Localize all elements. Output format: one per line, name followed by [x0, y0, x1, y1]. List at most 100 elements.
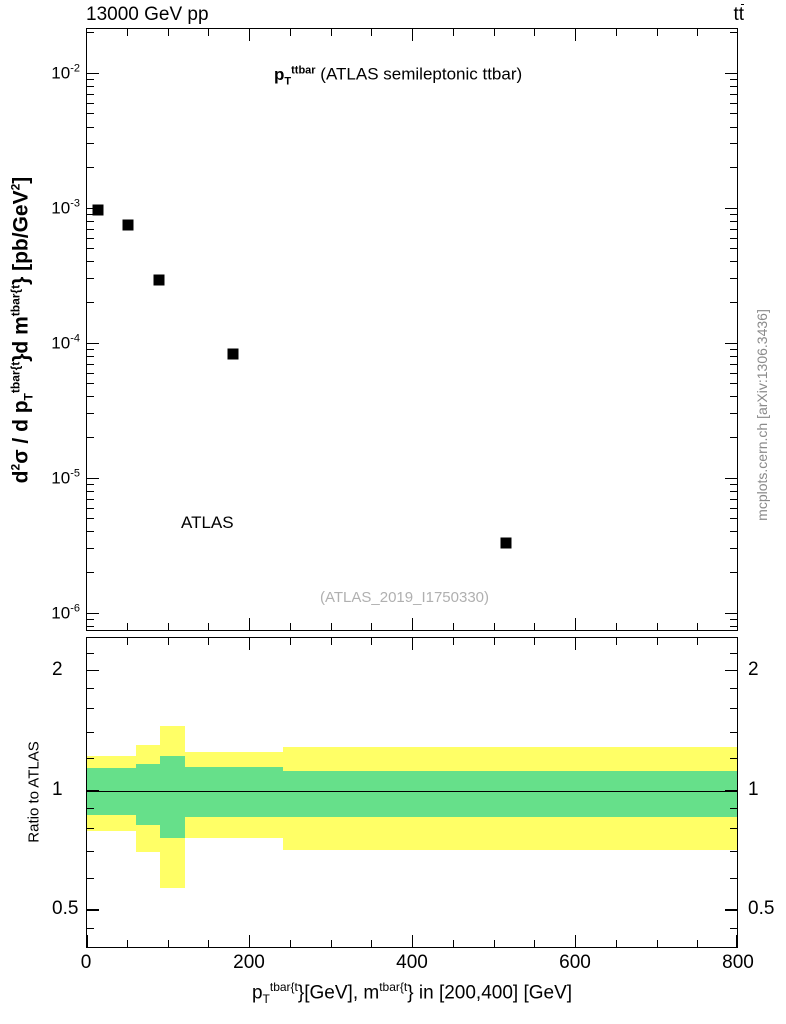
y-tick-minor-right: [730, 483, 737, 485]
y-tick-minor-right: [730, 237, 737, 239]
ratio-x-tick-bottom: [167, 940, 169, 947]
ratio-y-tick-minor-right: [730, 877, 737, 879]
y-tick-minor: [87, 79, 94, 81]
ratio-y-axis-title: Ratio to ATLAS: [25, 741, 43, 843]
y-tick-label: 10-4: [51, 332, 80, 353]
ratio-x-tick-top: [330, 638, 332, 645]
ratio-x-tick-top: [656, 638, 658, 645]
x-tick-top: [167, 29, 169, 36]
y-tick-major: [87, 72, 99, 75]
ratio-x-tick-bottom: [452, 940, 454, 947]
ratio-x-tick-bottom: [208, 940, 210, 947]
ratio-y-tick-minor: [87, 877, 94, 879]
x-tick-top: [249, 29, 251, 41]
ratio-y-tick-minor: [87, 758, 94, 760]
data-marker: [153, 274, 165, 286]
y-tick-minor-right: [730, 102, 737, 104]
y-tick-minor: [87, 167, 94, 169]
ratio-x-tick-top: [167, 638, 169, 645]
y-tick-minor: [87, 363, 94, 365]
x-tick-bottom: [575, 618, 577, 630]
x-tick-top: [697, 29, 699, 36]
y-tick-minor: [87, 625, 94, 627]
data-marker: [500, 537, 512, 549]
data-marker: [92, 204, 104, 216]
y-tick-minor-right: [730, 498, 737, 500]
y-tick-minor: [87, 498, 94, 500]
y-tick-minor-right: [730, 396, 737, 398]
ratio-x-tick-bottom: [412, 935, 414, 947]
y-tick-minor-right: [730, 348, 737, 350]
y-tick-minor-right: [730, 548, 737, 550]
y-tick-label: 10-3: [51, 197, 80, 218]
y-tick-minor: [87, 507, 94, 509]
y-tick-minor: [87, 85, 94, 87]
ratio-y-tick-minor-right: [730, 688, 737, 690]
ratio-y-tick-minor-right: [730, 708, 737, 710]
ratio-x-tick-top: [615, 638, 617, 645]
ratio-x-tick-top: [126, 638, 128, 645]
y-tick-minor-right: [730, 518, 737, 520]
legend-atlas-label: ATLAS: [181, 513, 234, 532]
y-tick-minor: [87, 396, 94, 398]
x-tick-bottom: [493, 623, 495, 630]
ratio-x-tick-top: [697, 638, 699, 645]
ratio-y-tick-label: 2: [52, 658, 63, 680]
x-tick-bottom: [452, 623, 454, 630]
y-tick-minor-right: [730, 618, 737, 620]
y-tick-major: [87, 477, 99, 480]
ratio-y-tick-right: [725, 789, 737, 792]
ratio-x-tick-bottom: [534, 940, 536, 947]
x-axis-title: pTtbar{t}[GeV], mtbar{t} in [200,400] [G…: [251, 980, 573, 1007]
y-tick-minor-right: [730, 85, 737, 87]
x-tick-bottom: [167, 623, 169, 630]
ratio-y-tick-minor-right: [730, 731, 737, 733]
y-tick-minor: [87, 143, 94, 145]
ratio-x-tick-top: [452, 638, 454, 645]
x-tick-top: [289, 29, 291, 36]
y-tick-minor-right: [730, 143, 737, 145]
y-tick-minor: [87, 248, 94, 250]
y-tick-minor-right: [730, 490, 737, 492]
y-tick-major: [87, 612, 99, 614]
x-tick-top: [452, 29, 454, 36]
y-tick-minor-right: [730, 507, 737, 509]
ratio-y-tick: [87, 909, 99, 911]
y-tick-minor-right: [730, 531, 737, 533]
ratio-y-tick-right: [725, 669, 737, 672]
x-tick-bottom: [656, 623, 658, 630]
y-tick-label: 10-5: [51, 467, 80, 487]
ratio-band-inner: [160, 756, 185, 839]
y-tick-minor: [87, 261, 94, 263]
ratio-x-tick-bottom: [736, 935, 738, 947]
ratio-x-tick-bottom: [697, 940, 699, 947]
y-tick-minor-right: [730, 413, 737, 415]
ratio-x-tick-top: [289, 638, 291, 645]
ratio-y-tick-minor: [87, 708, 94, 710]
ratio-y-tick-label: 0.5: [52, 898, 79, 920]
ratio-y-tick-minor-right: [730, 828, 737, 830]
y-tick-minor: [87, 348, 94, 350]
y-tick-minor-right: [730, 93, 737, 95]
data-marker: [227, 348, 239, 360]
x-tick-bottom: [412, 618, 414, 630]
ratio-y-tick: [87, 669, 99, 672]
ratio-band-inner: [282, 771, 737, 817]
x-tick-label: 600: [559, 952, 591, 973]
x-tick-bottom: [697, 623, 699, 630]
y-tick-minor: [87, 518, 94, 520]
y-tick-minor: [87, 220, 94, 222]
ratio-x-tick-top: [534, 638, 536, 645]
x-tick-top: [534, 29, 536, 36]
y-tick-minor: [87, 383, 94, 385]
ratio-y-tick-right: [725, 909, 737, 911]
x-tick-top: [656, 29, 658, 36]
header-right-label: tt: [733, 4, 744, 26]
y-tick-minor: [87, 126, 94, 128]
ratio-x-tick-bottom: [656, 940, 658, 947]
ratio-x-tick-bottom: [249, 935, 251, 947]
y-tick-major-right: [725, 72, 737, 75]
y-tick-minor: [87, 32, 94, 34]
ratio-x-tick-bottom: [126, 940, 128, 947]
y-tick-minor-right: [730, 213, 737, 215]
